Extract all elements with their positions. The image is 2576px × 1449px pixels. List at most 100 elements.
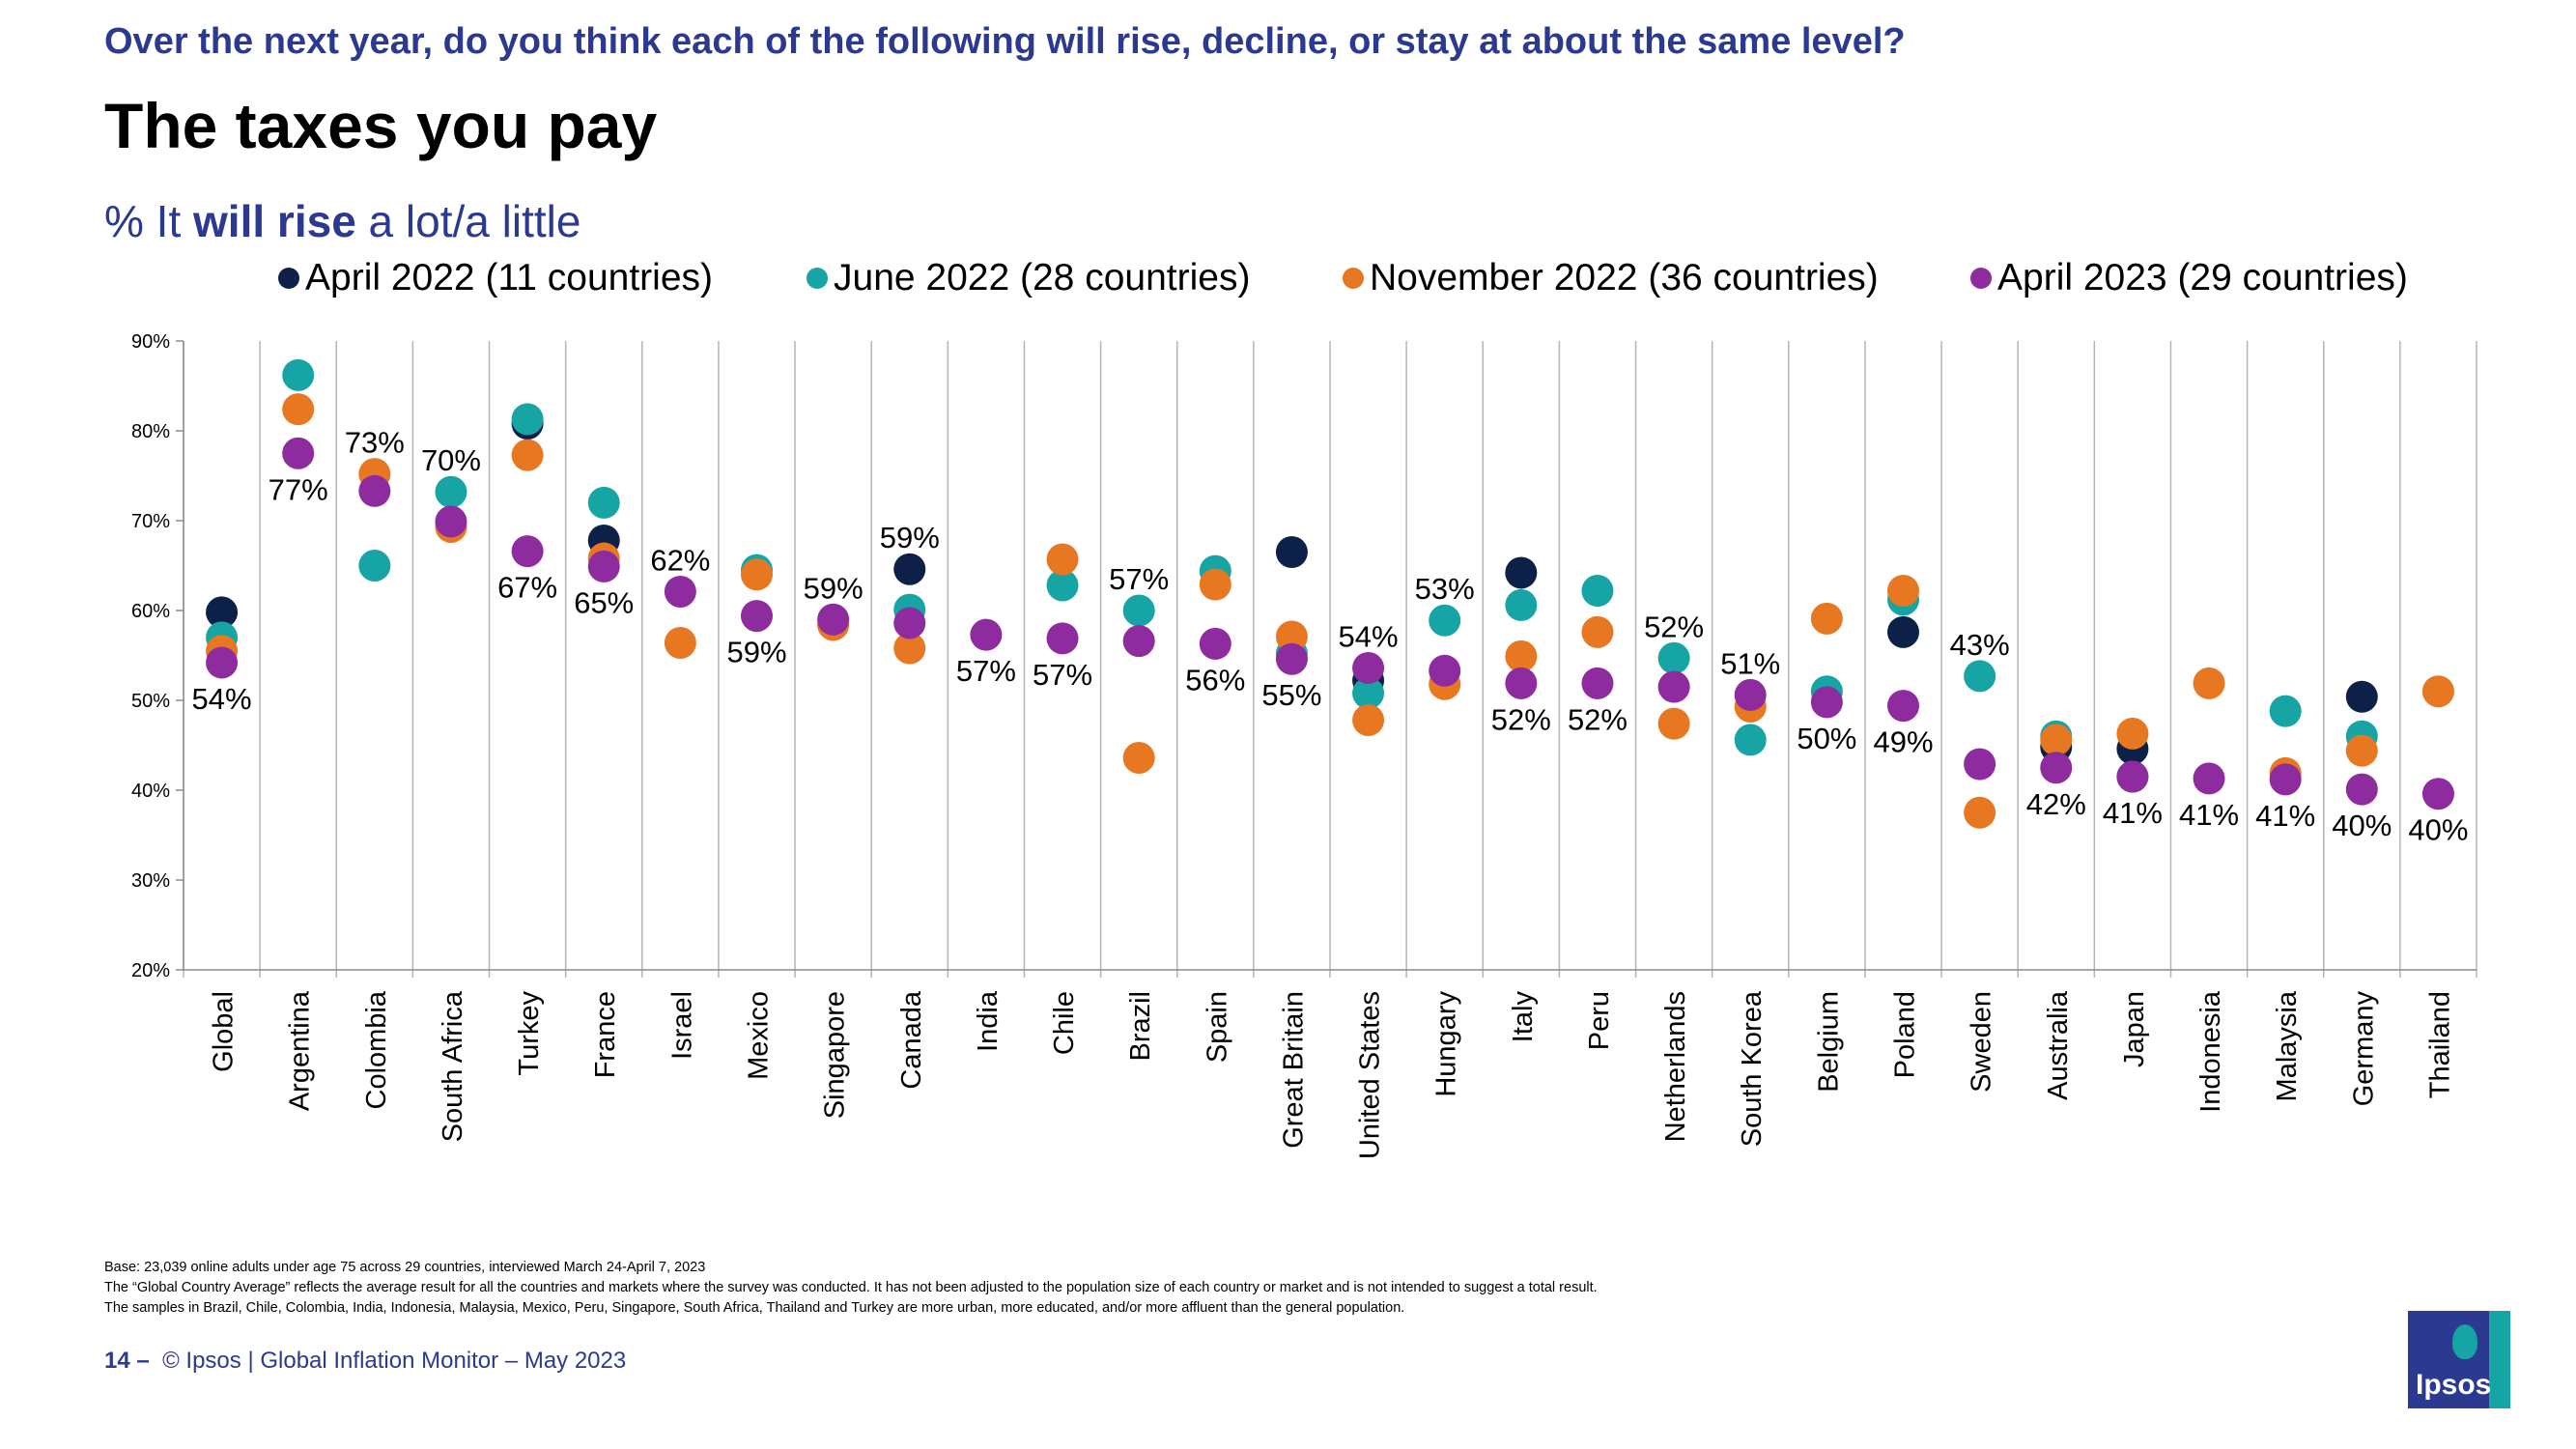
data-label-france: 65% — [574, 585, 634, 619]
dot-global-april-2023-29-countries — [206, 646, 239, 679]
ipsos-logo: Ipsos — [2408, 1311, 2510, 1408]
data-label-great-britain: 55% — [1261, 678, 1321, 712]
x-tick-label-australia: Australia — [2043, 990, 2074, 1100]
data-label-germany: 40% — [2332, 809, 2392, 842]
dot-netherlands-june-2022-28-countries — [1657, 641, 1690, 674]
y-tick-label: 40% — [131, 781, 170, 802]
dot-germany-april-2022-11-countries — [2345, 680, 2378, 713]
data-label-argentina: 77% — [269, 472, 328, 506]
dot-peru-june-2022-28-countries — [1581, 575, 1614, 608]
dot-italy-november-2022-36-countries — [1505, 639, 1538, 672]
legend-dot-april-2022 — [278, 268, 299, 289]
dot-chile-june-2022-28-countries — [1046, 569, 1079, 602]
data-label-singapore: 59% — [804, 571, 863, 605]
dot-poland-november-2022-36-countries — [1887, 575, 1919, 608]
dot-great-britain-april-2022-11-countries — [1275, 536, 1308, 569]
dot-germany-april-2023-29-countries — [2345, 773, 2378, 806]
dot-italy-april-2022-11-countries — [1505, 556, 1538, 589]
dot-poland-april-2023-29-countries — [1887, 690, 1919, 723]
dot-great-britain-april-2023-29-countries — [1275, 642, 1308, 675]
x-tick-label-peru: Peru — [1584, 991, 1615, 1050]
dot-hungary-april-2023-29-countries — [1429, 654, 1461, 687]
dot-poland-april-2022-11-countries — [1887, 615, 1919, 648]
x-tick-label-chile: Chile — [1049, 991, 1080, 1055]
dot-sweden-june-2022-28-countries — [1964, 660, 1996, 693]
dot-south-africa-april-2023-29-countries — [435, 505, 467, 538]
dot-australia-november-2022-36-countries — [2040, 724, 2073, 756]
x-tick-label-thailand: Thailand — [2424, 991, 2455, 1098]
dot-australia-april-2023-29-countries — [2040, 752, 2073, 784]
dot-malaysia-june-2022-28-countries — [2269, 695, 2302, 727]
data-label-united-states: 54% — [1339, 620, 1399, 654]
legend-label-april-2023: April 2023 (29 countries) — [1997, 257, 2408, 298]
dot-brazil-april-2023-29-countries — [1122, 625, 1155, 658]
dot-thailand-november-2022-36-countries — [2421, 675, 2454, 708]
x-tick-label-brazil: Brazil — [1125, 991, 1156, 1062]
x-tick-label-italy: Italy — [1508, 991, 1539, 1043]
dot-malaysia-april-2023-29-countries — [2269, 763, 2302, 796]
dot-plot-chart: 20% 30% 40% 50% 60% 70% 80% 90% Global Argentina C… — [131, 331, 2477, 1159]
data-label-mexico: 59% — [726, 636, 786, 669]
data-label-brazil: 57% — [1109, 562, 1169, 596]
data-label-south-africa: 70% — [421, 443, 481, 477]
dot-turkey-june-2022-28-countries — [511, 403, 544, 436]
dot-brazil-november-2022-36-countries — [1122, 742, 1155, 775]
question-heading: Over the next year, do you think each of… — [104, 21, 1906, 62]
data-label-malaysia: 41% — [2255, 799, 2315, 833]
dot-thailand-april-2023-29-countries — [2421, 778, 2454, 810]
dot-israel-november-2022-36-countries — [664, 626, 696, 659]
x-tick-label-south-africa: South Africa — [438, 990, 468, 1142]
data-label-hungary: 53% — [1415, 572, 1475, 606]
data-label-chile: 57% — [1033, 658, 1092, 692]
footnote-base: Base: 23,039 online adults under age 75 … — [104, 1260, 706, 1275]
y-tick-label: 90% — [131, 331, 170, 353]
x-tick-label-argentina: Argentina — [285, 990, 316, 1111]
dot-sweden-november-2022-36-countries — [1964, 796, 1996, 829]
dot-united-states-april-2023-29-countries — [1352, 652, 1385, 685]
page-title: The taxes you pay — [104, 90, 658, 161]
legend-label-november-2022: November 2022 (36 countries) — [1370, 257, 1879, 298]
data-label-colombia: 73% — [345, 426, 405, 460]
dot-peru-november-2022-36-countries — [1581, 615, 1614, 648]
data-label-sweden: 43% — [1950, 628, 2010, 662]
x-tick-label-singapore: Singapore — [820, 991, 851, 1119]
dot-south-korea-april-2023-29-countries — [1734, 678, 1767, 711]
y-tick-label: 30% — [131, 870, 170, 892]
dot-france-april-2023-29-countries — [587, 550, 620, 582]
logo-text: Ipsos — [2416, 1369, 2492, 1401]
footnote-global-average: The “Global Country Average” reflects th… — [104, 1280, 1598, 1295]
legend-label-april-2022: April 2022 (11 countries) — [305, 257, 713, 298]
x-tick-label-great-britain: Great Britain — [1278, 991, 1309, 1149]
x-tick-label-global: Global — [209, 991, 240, 1072]
dot-belgium-november-2022-36-countries — [1810, 602, 1843, 635]
dot-colombia-april-2023-29-countries — [358, 474, 391, 507]
dot-france-june-2022-28-countries — [587, 486, 620, 519]
chart-subtitle: % It will rise a lot/a little — [104, 195, 580, 247]
dot-netherlands-april-2023-29-countries — [1657, 670, 1690, 703]
x-tick-label-sweden: Sweden — [1967, 991, 1997, 1093]
dot-turkey-april-2023-29-countries — [511, 535, 544, 568]
y-tick-label: 20% — [131, 960, 170, 981]
dot-united-states-june-2022-28-countries — [1352, 677, 1385, 710]
data-label-belgium: 50% — [1797, 722, 1856, 755]
x-tick-label-colombia: Colombia — [361, 990, 392, 1109]
dot-chile-november-2022-36-countries — [1046, 543, 1079, 576]
data-label-australia: 42% — [2026, 787, 2086, 821]
dot-japan-april-2023-29-countries — [2116, 760, 2149, 793]
data-label-thailand: 40% — [2408, 813, 2468, 847]
y-tick-label: 50% — [131, 691, 170, 712]
x-tick-label-malaysia: Malaysia — [2272, 990, 2303, 1101]
legend-item-april-2023: April 2023 (29 countries) — [1970, 254, 2408, 302]
dot-canada-april-2022-11-countries — [893, 553, 926, 585]
x-tick-label-japan: Japan — [2119, 991, 2150, 1067]
dot-hungary-june-2022-28-countries — [1429, 604, 1461, 637]
x-tick-label-netherlands: Netherlands — [1660, 991, 1691, 1142]
x-tick-label-indonesia: Indonesia — [2195, 990, 2226, 1113]
footnote-samples: The samples in Brazil, Chile, Colombia, … — [104, 1300, 1405, 1316]
data-label-peru: 52% — [1568, 702, 1628, 736]
page-number: 14 – — [104, 1348, 150, 1374]
x-tick-label-mexico: Mexico — [744, 991, 775, 1080]
data-label-poland: 49% — [1873, 725, 1933, 759]
dot-global-april-2022-11-countries — [206, 596, 239, 629]
dot-spain-november-2022-36-countries — [1199, 568, 1231, 601]
